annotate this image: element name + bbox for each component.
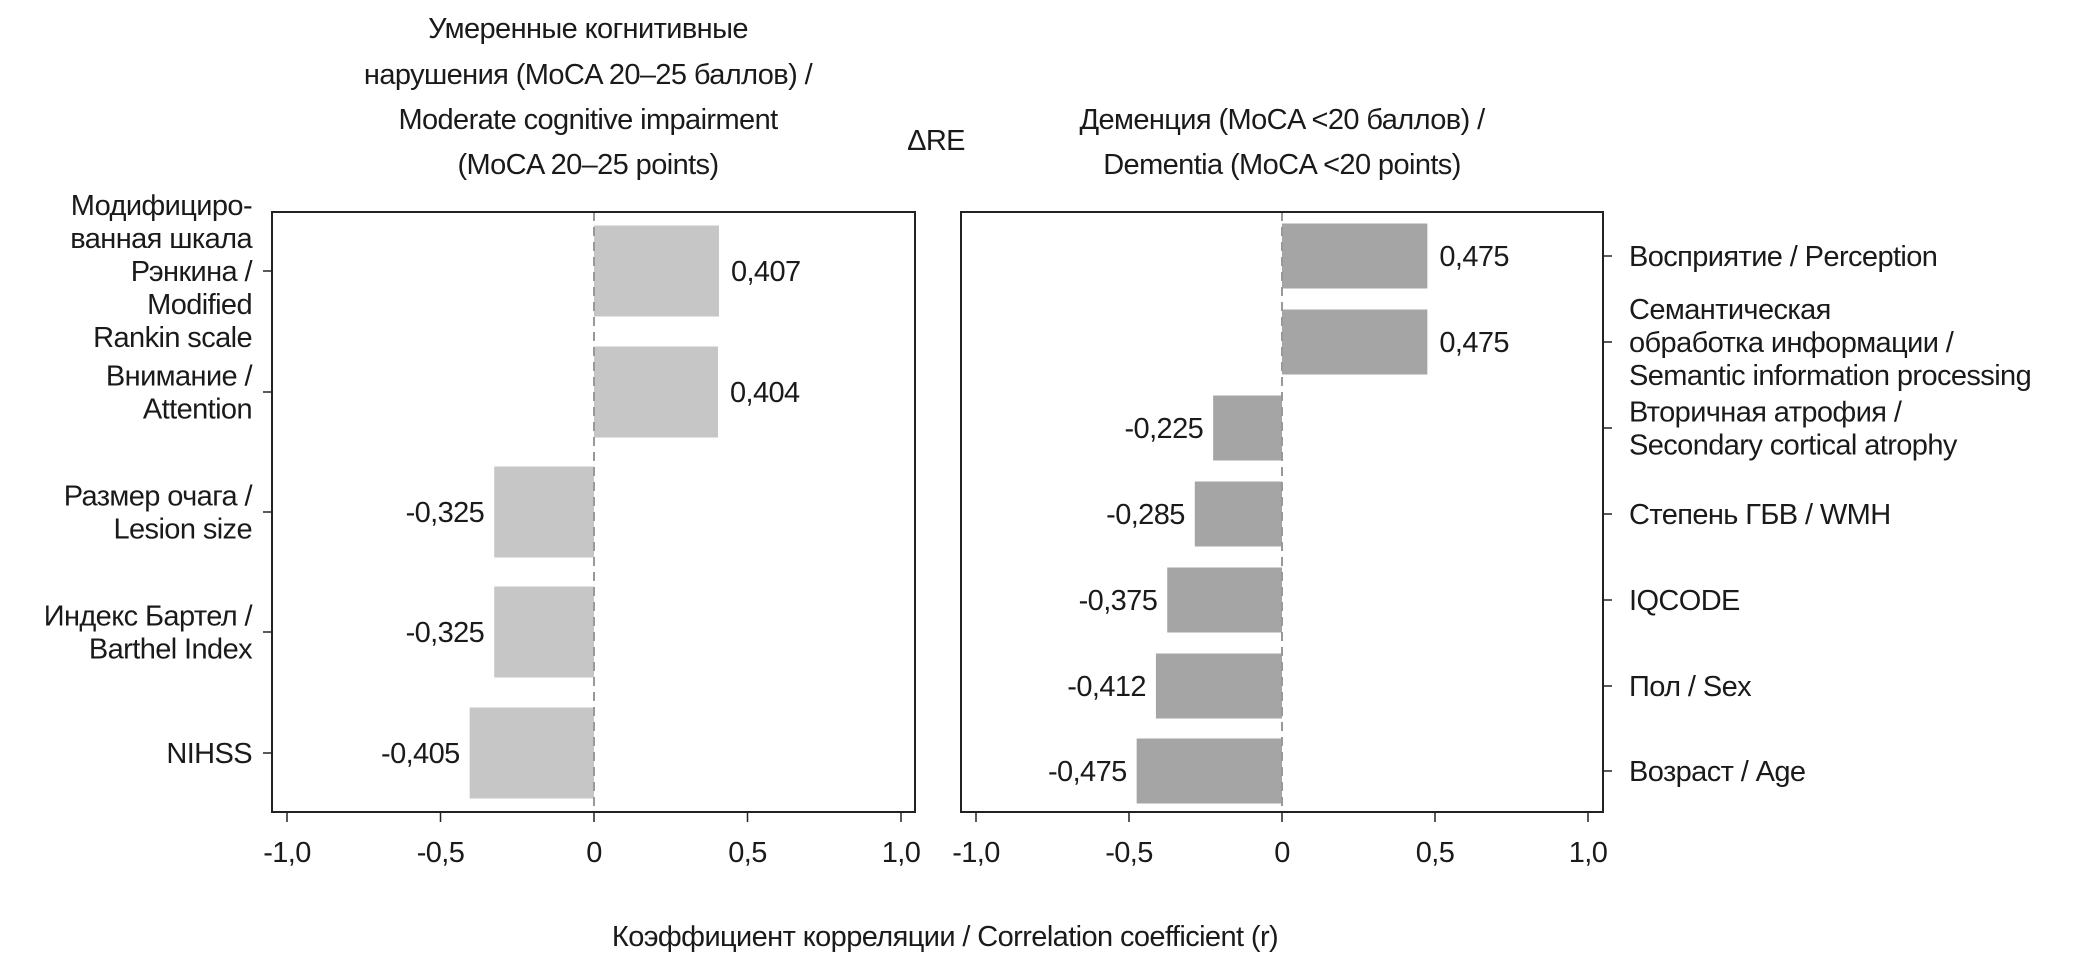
x-tick-label: 1,0 bbox=[882, 837, 921, 869]
category-label: Secondary cortical atrophy bbox=[1629, 430, 1958, 462]
bar bbox=[494, 466, 594, 558]
panel-title-line: Moderate cognitive impairment bbox=[398, 104, 778, 136]
data-label: -0,325 bbox=[406, 497, 485, 529]
bar bbox=[594, 225, 719, 317]
category-label: Attention bbox=[143, 394, 252, 426]
data-label: -0,475 bbox=[1048, 756, 1127, 788]
data-label: -0,285 bbox=[1106, 499, 1185, 531]
category-label: Lesion size bbox=[114, 514, 253, 546]
x-tick-label: 0,5 bbox=[1416, 837, 1455, 869]
bar bbox=[1167, 567, 1282, 633]
bar bbox=[1155, 653, 1282, 719]
data-label: -0,412 bbox=[1067, 671, 1146, 703]
panel-title-line: Умеренные когнитивные bbox=[428, 13, 748, 45]
x-tick-label: 0 bbox=[586, 837, 602, 869]
category-label: Пол / Sex bbox=[1629, 671, 1752, 703]
data-label: -0,325 bbox=[406, 617, 485, 649]
bar bbox=[1282, 223, 1428, 289]
x-tick-label: 0 bbox=[1274, 837, 1290, 869]
category-label: Степень ГБВ / WMH bbox=[1629, 499, 1891, 531]
x-axis-label: Коэффициент корреляции / Correlation coe… bbox=[612, 921, 1278, 953]
x-tick-label: -1,0 bbox=[952, 837, 1000, 869]
panel-2: Деменция (MoCA <20 баллов) / Dementia (Mo… bbox=[952, 104, 2031, 869]
data-label: 0,407 bbox=[731, 256, 801, 288]
category-label: Индекс Бартел / bbox=[44, 601, 254, 633]
bar bbox=[1213, 395, 1282, 461]
data-label: -0,225 bbox=[1125, 413, 1204, 445]
category-label: Семантическая bbox=[1629, 294, 1831, 326]
bar bbox=[1136, 738, 1282, 804]
panel-title-line: Dementia (MoCA <20 points) bbox=[1103, 149, 1461, 181]
bar bbox=[594, 346, 719, 438]
data-label: -0,405 bbox=[381, 738, 460, 770]
panel-title-line: (MoCA 20–25 points) bbox=[457, 149, 718, 181]
category-label: Вторичная атрофия / bbox=[1629, 397, 1903, 429]
center-label: ΔRE bbox=[907, 125, 965, 157]
data-label: 0,404 bbox=[730, 377, 800, 409]
category-label: ванная шкала bbox=[70, 223, 253, 255]
panel-1: Умеренные когнитивные нарушения (MoCA 20–… bbox=[44, 13, 921, 869]
bar bbox=[1282, 309, 1428, 375]
category-label: Barthel Index bbox=[89, 634, 253, 666]
category-label: обработка информации / bbox=[1629, 327, 1955, 359]
category-label: Rankin scale bbox=[93, 322, 252, 354]
x-tick-label: 0,5 bbox=[728, 837, 767, 869]
bar bbox=[469, 707, 594, 799]
category-label: Рэнкина / bbox=[131, 256, 254, 288]
panel-title-line: нарушения (MoCA 20–25 баллов) / bbox=[364, 59, 814, 91]
bar bbox=[494, 586, 594, 678]
bar bbox=[1194, 481, 1282, 547]
category-label: Восприятие / Perception bbox=[1629, 241, 1937, 273]
data-label: -0,375 bbox=[1079, 585, 1158, 617]
x-tick-label: -0,5 bbox=[1105, 837, 1153, 869]
category-label: Modified bbox=[147, 289, 252, 321]
category-label: IQCODE bbox=[1629, 585, 1740, 617]
category-label: Внимание / bbox=[106, 361, 254, 393]
x-tick-label: 1,0 bbox=[1569, 837, 1608, 869]
category-label: Размер очага / bbox=[64, 481, 254, 513]
x-tick-label: -0,5 bbox=[417, 837, 465, 869]
category-label: Модифициро- bbox=[71, 190, 252, 222]
panel-title-line: Деменция (MoCA <20 баллов) / bbox=[1079, 104, 1486, 136]
category-label: Semantic information processing bbox=[1629, 360, 2031, 392]
data-label: 0,475 bbox=[1439, 327, 1509, 359]
category-label: NIHSS bbox=[166, 738, 252, 770]
data-label: 0,475 bbox=[1439, 241, 1509, 273]
category-label: Возраст / Age bbox=[1629, 756, 1805, 788]
x-tick-label: -1,0 bbox=[263, 837, 311, 869]
